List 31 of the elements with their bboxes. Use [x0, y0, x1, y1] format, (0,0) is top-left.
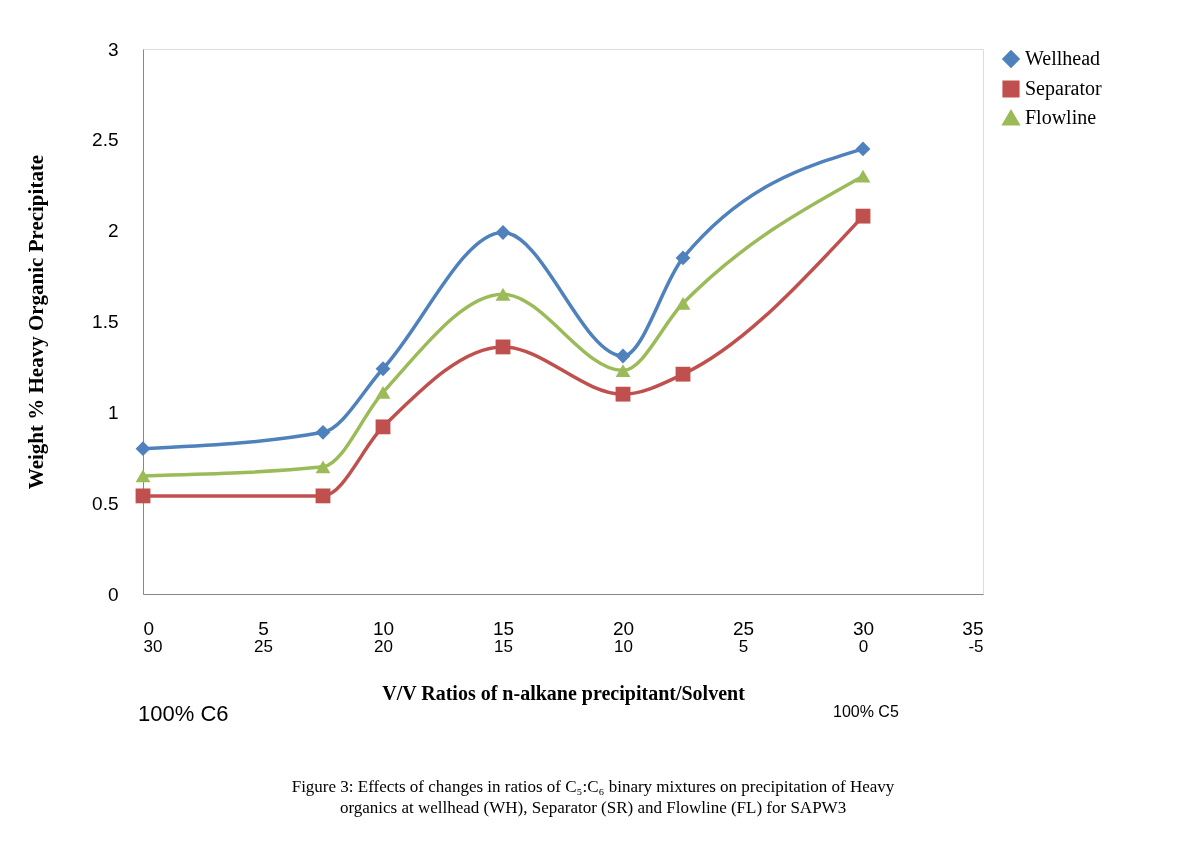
- x-tick-label: 10: [372, 617, 395, 639]
- x2-tick-label: 5: [738, 636, 749, 656]
- legend-label: Separator: [1025, 77, 1102, 100]
- x2-tick-label: 25: [254, 636, 273, 656]
- y-axis-title: Weight % Heavy Organic Precipitate: [24, 154, 49, 490]
- x2-tick-label: 0: [858, 636, 869, 656]
- x-tick-label: 35: [962, 617, 984, 639]
- y-tick-label: 2: [107, 220, 119, 242]
- x-tick-label: 25: [732, 617, 755, 639]
- y-tick-label: 0.5: [92, 492, 119, 514]
- y-tick-label: 3: [107, 38, 119, 60]
- x-axis-title: V/V Ratios of n-alkane precipitant/Solvent: [382, 681, 746, 705]
- x-tick-label: 30: [852, 617, 875, 639]
- caption: Figure 3: Effects of changes in ratios of C₅:C₆ binary mixtures on precipitation of Heavy organics at wellhead (WH), Separator (SR) and Flowline (FL) for SAPW3: [291, 777, 895, 817]
- y-tick-label: 1: [107, 401, 119, 423]
- x2-tick-label: 20: [374, 636, 393, 656]
- x-tick-label: 20: [612, 617, 635, 639]
- x-tick-label: 5: [258, 617, 269, 639]
- text: 100% C5: [833, 703, 899, 720]
- y-tick-label: 0: [107, 583, 119, 605]
- y-tick-label: 2.5: [92, 129, 119, 151]
- x2-tick-label: -5: [968, 636, 984, 656]
- x-tick-label: 0: [143, 617, 155, 639]
- x-tick-label: 15: [492, 617, 515, 639]
- x2-tick-label: 30: [143, 636, 163, 656]
- text: 100% C6: [138, 701, 229, 726]
- x2-tick-label: 15: [494, 636, 513, 656]
- legend-label: Flowline: [1025, 106, 1097, 128]
- x2-tick-label: 10: [614, 636, 633, 656]
- y-tick-label: 1.5: [92, 311, 119, 332]
- legend-label: Wellhead: [1025, 47, 1101, 69]
